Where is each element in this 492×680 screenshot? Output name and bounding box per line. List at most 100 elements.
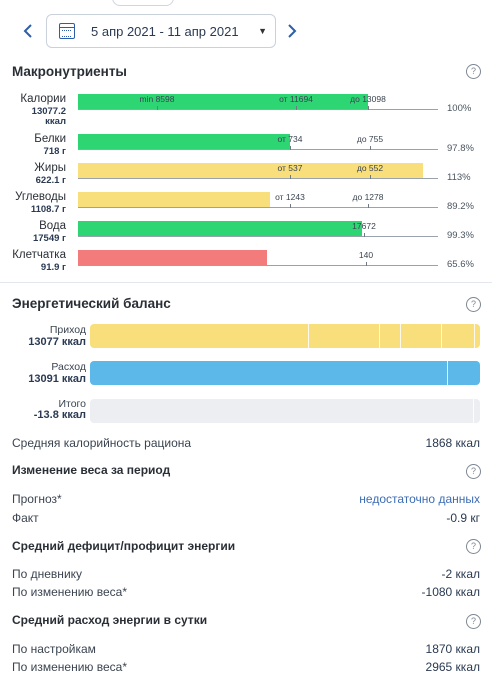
macro-percent: 89.2% — [447, 201, 474, 212]
chevron-left-icon — [23, 24, 32, 38]
macros-help-icon[interactable]: ? — [466, 64, 481, 79]
expenditure-weight-value: 2965 ккал — [425, 660, 480, 674]
income-bar — [90, 324, 480, 348]
macro-name: Калории — [20, 93, 66, 105]
energy-help-icon[interactable]: ? — [466, 297, 481, 312]
macro-threshold-label: от 734 — [277, 134, 303, 144]
top-tabs — [0, 0, 492, 6]
macro-threshold-label: до 13098 — [350, 94, 386, 104]
macro-threshold-label: от 1243 — [275, 192, 305, 202]
macro-value: 718 г — [43, 146, 66, 157]
macros-title: Макронутриенты — [12, 64, 127, 79]
macro-tick — [370, 175, 371, 179]
macro-bar — [78, 94, 368, 110]
macro-bar — [78, 192, 270, 208]
weight-change-help-icon[interactable]: ? — [466, 464, 481, 479]
expenditure-settings-label: По настройкам — [12, 642, 96, 656]
total-value: -13.8 ккал — [33, 409, 86, 421]
macro-threshold-label: 140 — [358, 250, 374, 260]
macro-baseline — [78, 149, 438, 150]
macro-value: 1108.7 г — [30, 204, 66, 215]
deficit-diary-label: По дневнику — [12, 567, 83, 581]
expense-label: Расход — [51, 361, 86, 373]
macro-value: 13077.2 — [31, 106, 66, 117]
macro-baseline — [78, 265, 438, 266]
bar-segment-divider — [379, 324, 380, 348]
macro-baseline — [78, 207, 438, 208]
avg-calorie-label: Средняя калорийность рациона — [12, 436, 192, 450]
calendar-icon — [59, 23, 75, 39]
deficit-weight-label: По изменению веса* — [12, 585, 127, 599]
macro-bar — [78, 163, 423, 179]
expenditure-settings-value: 1870 ккал — [425, 642, 480, 656]
deficit-weight-value: -1080 ккал — [421, 585, 480, 599]
macro-tick — [368, 204, 369, 208]
forecast-value: недостаточно данных — [359, 492, 480, 506]
macro-threshold-label: до 1278 — [352, 192, 384, 202]
macro-bar — [78, 221, 362, 237]
macro-threshold-label: 17672 — [352, 221, 376, 231]
bar-segment-divider — [400, 324, 401, 348]
expenditure-title: Средний расход энергии в сутки — [12, 613, 208, 627]
date-range-select[interactable]: 5 апр 2021 - 11 апр 2021 ▼ — [46, 14, 276, 48]
macro-unit: ккал — [45, 116, 66, 127]
macro-percent: 65.6% — [447, 259, 474, 270]
macro-value: 91.9 г — [40, 262, 66, 273]
macro-tick — [368, 106, 369, 110]
macro-threshold-label: до 552 — [356, 163, 384, 173]
bar-segment-divider — [474, 324, 475, 348]
deficit-help-icon[interactable]: ? — [466, 539, 481, 554]
income-label: Приход — [49, 324, 86, 336]
forecast-label: Прогноз* — [12, 492, 62, 506]
macro-name: Белки — [34, 133, 66, 145]
macro-threshold-label: от 537 — [277, 163, 303, 173]
total-label: Итого — [58, 398, 86, 410]
avg-calorie-value: 1868 ккал — [425, 436, 480, 450]
macro-value: 622.1 г — [35, 175, 66, 186]
macro-tick — [290, 146, 291, 150]
energy-title: Энергетический баланс — [12, 296, 171, 311]
total-bar — [90, 399, 480, 423]
period-tab[interactable] — [112, 0, 174, 6]
weight-change-title: Изменение веса за период — [12, 463, 171, 477]
macro-tick — [364, 233, 365, 237]
macro-name: Углеводы — [15, 191, 66, 203]
expense-value: 13091 ккал — [28, 373, 86, 385]
next-period-button[interactable] — [282, 22, 302, 42]
bar-segment-divider — [473, 399, 474, 423]
macro-percent: 100% — [447, 103, 472, 114]
macro-percent: 97.8% — [447, 143, 474, 154]
bar-segment-divider — [441, 324, 442, 348]
macro-percent: 99.3% — [447, 230, 474, 241]
divider — [0, 282, 492, 283]
expenditure-help-icon[interactable]: ? — [466, 614, 481, 629]
macro-bar — [78, 250, 267, 266]
macro-threshold-label: min 8598 — [139, 94, 175, 104]
macro-tick — [157, 106, 158, 110]
macro-threshold-label: до 755 — [356, 134, 384, 144]
income-value: 13077 ккал — [28, 336, 86, 348]
macro-value: 17549 г — [32, 233, 66, 244]
macro-name: Клетчатка — [12, 249, 66, 261]
dropdown-arrow-icon: ▼ — [258, 26, 267, 36]
macro-baseline — [78, 109, 438, 110]
macro-tick — [296, 106, 297, 110]
expense-bar — [90, 361, 480, 385]
macro-tick — [370, 146, 371, 150]
macro-tick — [366, 262, 367, 266]
deficit-diary-value: -2 ккал — [441, 567, 480, 581]
date-range-label: 5 апр 2021 - 11 апр 2021 — [91, 24, 239, 39]
macro-baseline — [78, 178, 438, 179]
macro-name: Вода — [39, 220, 66, 232]
bar-segment-divider — [447, 361, 448, 385]
fact-label: Факт — [12, 511, 39, 525]
macro-name: Жиры — [34, 162, 66, 174]
deficit-title: Средний дефицит/профицит энергии — [12, 539, 236, 553]
fact-value: -0.9 кг — [446, 511, 480, 525]
expenditure-weight-label: По изменению веса* — [12, 660, 127, 674]
macro-bar — [78, 134, 290, 150]
prev-period-button[interactable] — [18, 22, 38, 42]
macro-percent: 113% — [447, 172, 471, 183]
chevron-right-icon — [288, 24, 297, 38]
macro-threshold-label: от 11694 — [279, 94, 313, 104]
